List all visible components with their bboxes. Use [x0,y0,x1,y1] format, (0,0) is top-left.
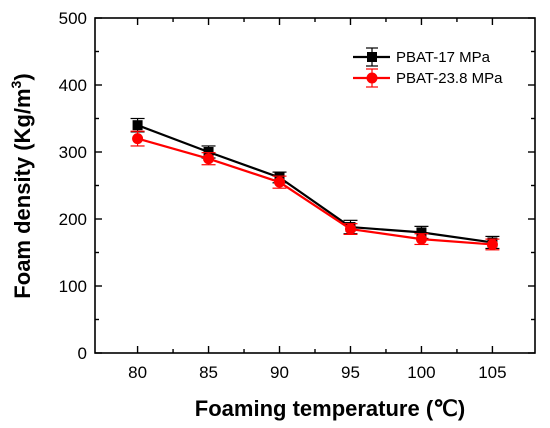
data-point-square [132,120,143,131]
plot-frame [94,17,536,354]
x-tick-label: 100 [407,363,435,382]
x-tick-label: 80 [128,363,147,382]
series-line-2 [137,137,493,246]
legend-marker-square [367,52,377,62]
y-axis-title-superscript: 3 [8,80,24,88]
x-axis-title: Foaming temperature (℃) [195,396,465,421]
legend: PBAT-17 MPa PBAT-23.8 MPa [353,47,503,88]
legend-item-2: PBAT-23.8 MPa [353,68,503,88]
series-line-1 [137,124,493,244]
x-tick-label: 95 [341,363,360,382]
series-layer [130,117,500,251]
y-tick-label: 400 [59,76,87,95]
legend-item-1: PBAT-17 MPa [353,47,491,67]
y-axis: 0 100 200 300 400 500 [59,9,535,363]
series-1 [130,117,500,250]
data-point-square [203,147,214,157]
data-point-circle [344,223,356,235]
legend-marker-circle [366,72,378,84]
legend-label-2: PBAT-23.8 MPa [396,70,503,87]
data-point-circle [132,133,144,145]
data-point-square [416,227,427,238]
y-tick-label: 0 [78,344,87,363]
data-point-circle [486,238,498,250]
y-tick-label: 200 [59,210,87,229]
legend-label-1: PBAT-17 MPa [396,49,491,66]
data-point-circle [274,176,286,188]
x-tick-label: 90 [270,363,289,382]
data-point-circle [415,233,427,245]
x-tick-label: 105 [478,363,506,382]
data-point-circle [203,153,215,165]
series-2 [130,130,500,251]
y-tick-label: 500 [59,9,87,28]
y-tick-label: 100 [59,277,87,296]
y-axis-title-close: ) [10,73,35,80]
plot-border [94,17,536,354]
y-axis-title: Foam density (Kg/m3) [8,73,35,298]
x-tick-label: 85 [199,363,218,382]
x-axis: 80 85 90 95 100 105 [128,18,507,382]
y-tick-label: 300 [59,143,87,162]
y-axis-title-main: Foam density (Kg/m [10,88,35,298]
